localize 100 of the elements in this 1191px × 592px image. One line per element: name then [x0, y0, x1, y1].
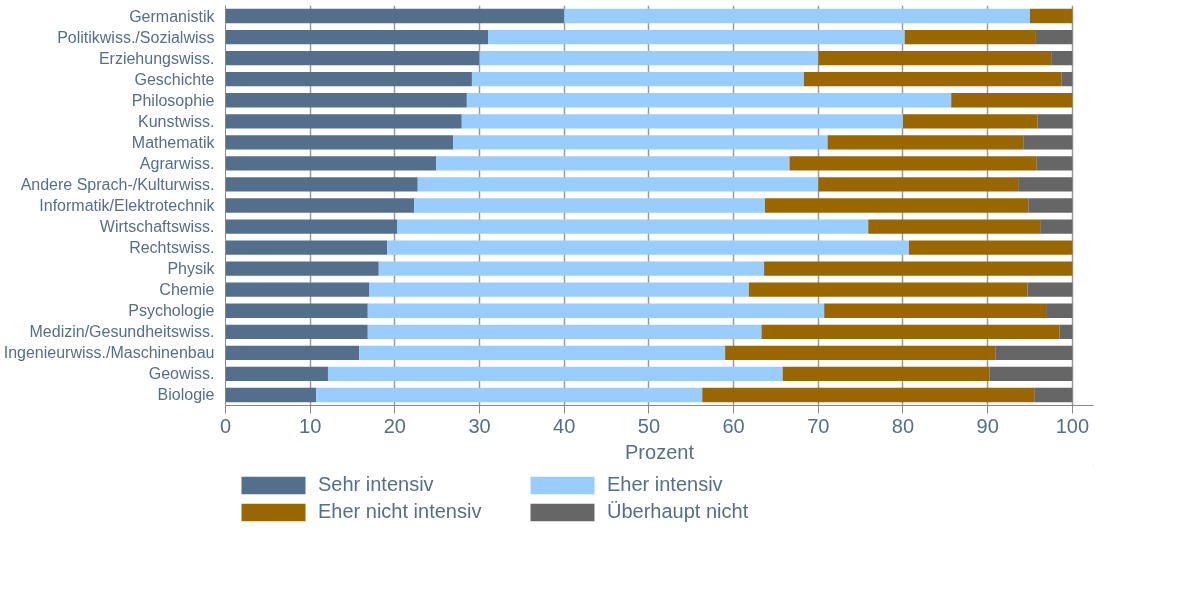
bar [397, 219, 869, 234]
bar [225, 219, 398, 234]
bar [316, 387, 703, 403]
bar [1037, 114, 1073, 129]
y-tick-label: Andere Sprach-/Kulturwiss. [20, 175, 215, 193]
bar [702, 387, 1035, 403]
bar [902, 114, 1038, 129]
bar [369, 282, 749, 297]
bar [225, 240, 388, 255]
y-tick-label: Erziehungswiss. [98, 49, 215, 67]
bar [995, 345, 1073, 361]
bar [414, 198, 765, 213]
bar [789, 156, 1037, 171]
bar [359, 345, 726, 361]
bar [1018, 177, 1073, 192]
bar [824, 303, 1047, 318]
bar [225, 50, 480, 66]
bar [225, 261, 379, 276]
legend-label: Sehr intensiv [318, 473, 435, 496]
x-tick-label: 50 [637, 414, 661, 437]
bar [436, 156, 790, 171]
bar [378, 261, 765, 276]
y-tick-label: Medizin/Gesundheitswiss. [29, 323, 215, 341]
bar [827, 135, 1024, 150]
x-tick-label: 30 [468, 414, 491, 437]
bar [225, 135, 454, 150]
bar [225, 303, 368, 318]
bar [387, 240, 909, 255]
bar [225, 114, 462, 129]
bar [868, 219, 1041, 234]
bar [764, 261, 1073, 276]
bar [1059, 324, 1073, 339]
x-tick-label: 0 [219, 414, 232, 437]
legend-label: Eher intensiv [607, 473, 724, 496]
bar [225, 387, 317, 403]
bar [803, 72, 1062, 87]
bar [225, 345, 360, 361]
bar [1034, 387, 1073, 403]
bar [748, 282, 1028, 297]
x-tick-label: 100 [1055, 414, 1090, 437]
bar [488, 29, 905, 45]
bar [564, 8, 1030, 24]
y-tick-label: Philosophie [131, 91, 215, 109]
x-tick-label: 90 [976, 414, 999, 437]
bar [1040, 219, 1073, 234]
bar [764, 198, 1029, 213]
bar [951, 93, 1073, 108]
legend-label: Überhaupt nicht [607, 500, 750, 523]
y-tick-label: Agrarwiss. [139, 154, 215, 172]
x-tick-label: 80 [891, 414, 915, 437]
bar [466, 93, 952, 108]
x-tick-label: 10 [299, 414, 322, 437]
bar [225, 324, 368, 339]
bar [461, 114, 903, 129]
y-tick-label: Informatik/Elektrotechnik [39, 197, 216, 214]
y-tick-label: Geschichte [134, 70, 215, 88]
y-tick-label: Kunstwiss. [138, 112, 215, 130]
bar [225, 177, 418, 192]
y-tick-label: Germanistik [129, 7, 216, 25]
bar [908, 240, 1073, 255]
legend-label: Eher nicht intensiv [318, 500, 483, 523]
bar [1029, 8, 1073, 24]
bar [904, 29, 1036, 45]
x-tick-label: 20 [383, 414, 406, 437]
bar [225, 72, 472, 87]
bar [818, 177, 1019, 192]
y-tick-label: Politikwiss./Sozialwiss [57, 28, 215, 46]
x-axis-title: Prozent [625, 440, 695, 463]
y-tick-label: Wirtschaftswiss. [99, 218, 215, 236]
y-tick-label: Physik [167, 260, 216, 278]
bar [225, 29, 489, 45]
bar [225, 156, 437, 171]
bar [1035, 29, 1073, 45]
bar [327, 366, 783, 382]
bar [1036, 156, 1073, 171]
bar [471, 72, 804, 87]
x-tick-label: 60 [722, 414, 745, 437]
bar [761, 324, 1060, 339]
y-tick-label: Chemie [159, 281, 215, 299]
bar [1046, 303, 1073, 318]
bar [1061, 72, 1073, 87]
x-tick-label: 40 [553, 414, 576, 437]
bar [479, 50, 819, 66]
bar [1027, 282, 1073, 297]
x-tick-label: 70 [807, 414, 830, 437]
bar [1023, 135, 1073, 150]
bar [367, 324, 762, 339]
bar [225, 282, 370, 297]
y-tick-label: Geowiss. [148, 365, 215, 383]
bar [1051, 50, 1073, 66]
y-tick-label: Psychologie [128, 302, 215, 320]
bar [818, 50, 1052, 66]
bar [989, 366, 1073, 382]
y-tick-label: Biologie [157, 386, 215, 404]
bar [367, 303, 825, 318]
bar [225, 366, 328, 382]
bar [225, 198, 415, 213]
bar [453, 135, 828, 150]
bar [725, 345, 996, 361]
bar [225, 93, 467, 108]
